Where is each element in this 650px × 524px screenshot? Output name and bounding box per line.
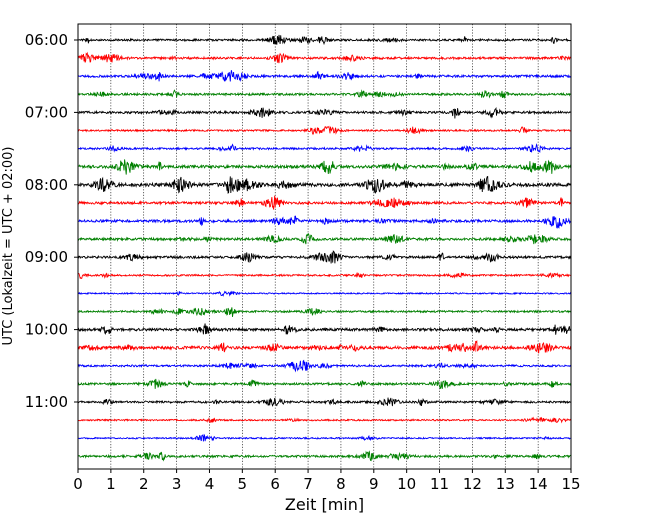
trace-0600 <box>77 34 572 46</box>
x-tick-label: 8 <box>336 475 346 493</box>
x-tick-label: 11 <box>430 475 449 493</box>
trace-0815 <box>77 195 572 210</box>
x-tick-label: 15 <box>561 475 580 493</box>
plot-frame <box>77 23 572 470</box>
x-tick-label: 3 <box>172 475 182 493</box>
x-tick-label: 5 <box>238 475 248 493</box>
seismogram-traces <box>77 34 572 462</box>
trace-0715 <box>77 125 572 136</box>
trace-1100 <box>77 397 572 407</box>
trace-0730 <box>77 143 572 154</box>
trace-0915 <box>77 272 572 280</box>
trace-0630 <box>77 70 572 82</box>
trace-0645 <box>77 89 572 99</box>
trace-1000 <box>77 323 572 335</box>
trace-1145 <box>77 450 572 462</box>
trace-1115 <box>77 416 572 424</box>
x-tick-label: 1 <box>106 475 116 493</box>
trace-1045 <box>77 378 572 390</box>
y-axis-ticks: 06:00 07:00 08:00 09:00 10:00 11:00 <box>25 31 78 411</box>
trace-0745 <box>77 159 572 175</box>
trace-0930 <box>77 290 572 297</box>
y-tick-label: 07:00 <box>25 103 68 121</box>
trace-0845 <box>77 233 572 245</box>
y-tick-label: 08:00 <box>25 176 68 194</box>
x-tick-label: 2 <box>139 475 149 493</box>
trace-0615 <box>77 51 572 64</box>
x-axis-ticks: 0 1 2 3 4 5 6 7 8 9 10 11 12 13 14 15 <box>73 469 581 493</box>
x-tick-label: 6 <box>270 475 280 493</box>
x-tick-label: 7 <box>303 475 313 493</box>
x-axis-label: Zeit [min] <box>285 495 364 514</box>
trace-0945 <box>77 307 572 317</box>
y-tick-label: 10:00 <box>25 321 68 339</box>
trace-1015 <box>77 340 572 354</box>
x-tick-label: 0 <box>73 475 83 493</box>
y-tick-label: 09:00 <box>25 248 68 266</box>
y-tick-label: 06:00 <box>25 31 68 49</box>
x-tick-label: 14 <box>529 475 548 493</box>
y-tick-label: 11:00 <box>25 393 68 411</box>
trace-0830 <box>77 215 572 229</box>
x-tick-label: 9 <box>369 475 379 493</box>
trace-0800 <box>77 175 572 194</box>
x-tick-label: 13 <box>496 475 515 493</box>
x-tick-label: 12 <box>463 475 482 493</box>
trace-0900 <box>77 250 572 264</box>
trace-1130 <box>77 433 572 442</box>
trace-1030 <box>77 359 572 373</box>
x-tick-label: 4 <box>205 475 215 493</box>
y-axis-label: UTC (Lokalzeit = UTC + 02:00) <box>1 147 16 346</box>
x-tick-label: 10 <box>397 475 416 493</box>
trace-0700 <box>77 107 572 119</box>
